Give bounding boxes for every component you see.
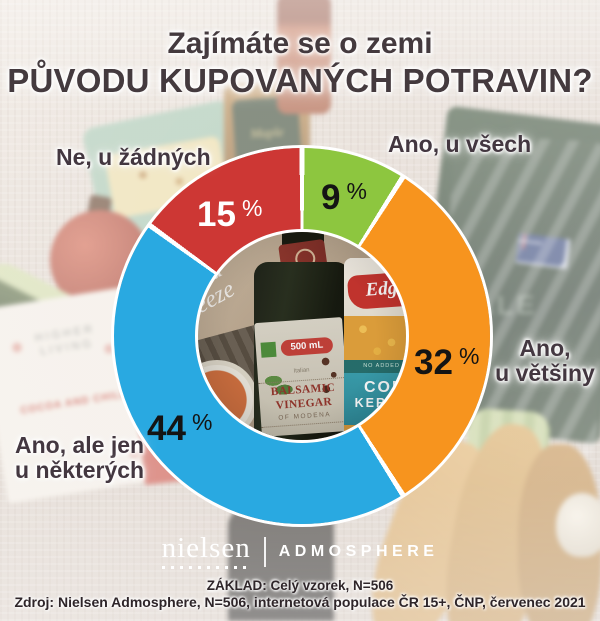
tub-badge bbox=[198, 391, 207, 409]
admosphere-wordmark: ADMOSPHERE bbox=[278, 542, 439, 560]
title-line2: PŮVODU KUPOVANÝCH POTRAVIN? bbox=[7, 62, 593, 99]
percent-sign: % bbox=[346, 178, 367, 204]
base-note: ZÁKLAD: Celý vzorek, N=506 bbox=[206, 578, 394, 593]
value-label-green: 9 % bbox=[321, 178, 367, 217]
can-salt-strip: NO ADDED SALT bbox=[344, 360, 406, 373]
callout-most-line2: u většiny bbox=[495, 360, 595, 387]
logo-separator bbox=[263, 536, 266, 567]
callout-ano-ale-jen: Ano, ale jen u některých bbox=[15, 432, 145, 484]
percent-sign: % bbox=[458, 343, 480, 369]
callout-ano-u-vetsiny: Ano, u většiny bbox=[494, 335, 596, 387]
callout-some-line1: Ano, ale jen bbox=[15, 432, 145, 458]
can-top-band: Edgell bbox=[344, 258, 406, 316]
can-kernels-text: KERNELS bbox=[355, 396, 409, 410]
can-corn-text: CORN bbox=[344, 380, 406, 396]
value-label-red: 15 % bbox=[197, 195, 263, 234]
callout-ano-u-vsech: Ano, u všech bbox=[388, 131, 532, 157]
corn-can: Edgell NO ADDED SALT CORN KERNELS bbox=[344, 258, 409, 440]
dark-bottle bbox=[228, 508, 334, 621]
can-bottom-band bbox=[344, 425, 406, 440]
value-orange: 32 bbox=[414, 343, 453, 382]
source-note: Zdroj: Nielsen Admosphere, N=506, intern… bbox=[14, 594, 586, 610]
can-corn-picture bbox=[344, 316, 406, 360]
page-title: Zajímáte se o zemi PŮVODU KUPOVANÝCH POT… bbox=[0, 27, 600, 100]
center-photo-vignette bbox=[198, 232, 406, 440]
value-label-blue: 44 % bbox=[147, 409, 213, 448]
percent-sign: % bbox=[241, 195, 263, 221]
value-green: 9 bbox=[321, 178, 341, 217]
callout-most-line1: Ano, bbox=[519, 335, 571, 361]
value-label-orange: 32 % bbox=[414, 343, 480, 382]
nielsen-dotted-underline bbox=[161, 566, 251, 569]
can-name-band: CORN KERNELS bbox=[344, 373, 409, 425]
sauce-bottle bbox=[277, 0, 331, 114]
callout-some-line2: u některých bbox=[15, 457, 145, 484]
donut-center-photo: nondreeze 500 mL Italian BALSAMIC VINEGA… bbox=[195, 229, 409, 443]
donut-chart: nondreeze 500 mL Italian BALSAMIC VINEGA… bbox=[114, 148, 490, 524]
value-blue: 44 bbox=[147, 409, 186, 448]
nielsen-wordmark: nielsen bbox=[161, 532, 251, 564]
nielsen-admosphere-logo: nielsen ADMOSPHERE bbox=[0, 534, 600, 569]
callout-ne-u-zadnych: Ne, u žádných bbox=[56, 144, 211, 170]
title-line1: Zajímáte se o zemi bbox=[167, 27, 433, 60]
garlic bbox=[556, 493, 600, 557]
value-red: 15 bbox=[197, 195, 236, 234]
percent-sign: % bbox=[191, 409, 213, 435]
